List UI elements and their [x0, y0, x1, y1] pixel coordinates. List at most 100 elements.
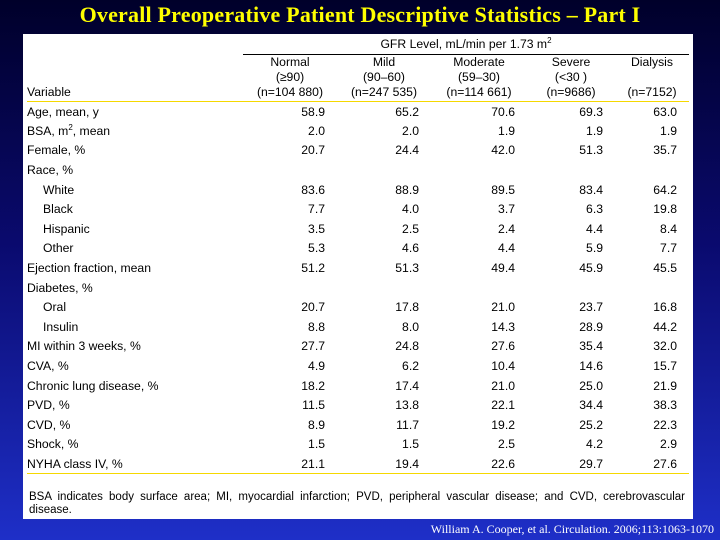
cell-value: 4.9 — [308, 359, 325, 374]
cell-value: 13.8 — [395, 398, 419, 413]
cell-value: 25.2 — [579, 417, 603, 432]
cell-value — [337, 278, 431, 298]
cell-value: 10.4 — [491, 359, 515, 374]
row-label: Race, % — [27, 160, 243, 180]
gfr-group-header: GFR Level, mL/min per 1.73 m2 — [243, 34, 689, 55]
cell-value: 27.7 — [301, 339, 325, 354]
cell-value: 7.7 — [660, 241, 677, 256]
cell-value: 6.3 — [586, 202, 603, 217]
table-row: Other 5.3 4.6 4.4 5.9 7.7 — [27, 239, 689, 259]
cell-value: 27.6 — [491, 339, 515, 354]
row-label: Age, mean, y — [27, 102, 243, 122]
cell-value — [243, 160, 337, 180]
row-label: Ejection fraction, mean — [27, 258, 243, 278]
cell-value: 51.3 — [395, 261, 419, 276]
row-label-text: Chronic lung disease, % — [27, 378, 159, 393]
column-header-name: Normal — [270, 55, 310, 69]
row-label: Female, % — [27, 141, 243, 161]
citation: William A. Cooper, et al. Circulation. 2… — [430, 522, 714, 536]
cell-value: 58.9 — [301, 104, 325, 119]
row-label: Shock, % — [27, 435, 243, 455]
row-label-text: PVD, % — [27, 398, 70, 413]
cell-value: 45.9 — [579, 261, 603, 276]
cell-value: 51.2 — [301, 261, 325, 276]
cell-value: 28.9 — [579, 319, 603, 334]
cell-value: 17.4 — [395, 378, 419, 393]
cell-value — [337, 160, 431, 180]
row-label-text: Diabetes, % — [27, 280, 93, 295]
cell-value: 1.9 — [660, 123, 677, 138]
column-header-mild: Mild (90–60) (n=247 535) — [337, 54, 431, 102]
cell-value: 2.5 — [402, 221, 419, 236]
cell-value: 45.5 — [653, 261, 677, 276]
cell-value: 5.9 — [586, 241, 603, 256]
cell-value: 19.8 — [653, 202, 677, 217]
table-row: PVD, % 11.5 13.8 22.1 34.4 38.3 — [27, 395, 689, 415]
cell-value: 1.9 — [498, 123, 515, 138]
cell-value: 44.2 — [653, 319, 677, 334]
row-label-text: Age, mean, y — [27, 104, 99, 119]
row-label: CVA, % — [27, 356, 243, 376]
statistics-table: GFR Level, mL/min per 1.73 m2 Variable N… — [27, 34, 689, 475]
cell-value: 23.7 — [579, 300, 603, 315]
gfr-group-header-sup: 2 — [547, 36, 552, 46]
row-label-text: White — [43, 182, 75, 197]
cell-value: 24.4 — [395, 143, 419, 158]
row-label-sup: 2 — [68, 123, 73, 133]
footnote: BSA indicates body surface area; MI, myo… — [29, 491, 685, 516]
column-header-normal: Normal (≥90) (n=104 880) — [243, 54, 337, 102]
cell-value: 70.6 — [491, 104, 515, 119]
cell-value: 32.0 — [653, 339, 677, 354]
row-label: Chronic lung disease, % — [27, 376, 243, 396]
column-header-moderate: Moderate (59–30) (n=114 661) — [431, 54, 527, 102]
table-row: MI within 3 weeks, % 27.7 24.8 27.6 35.4 32.0 — [27, 337, 689, 357]
row-label-text: Oral — [43, 300, 67, 315]
row-label-text: Hispanic — [43, 221, 90, 236]
table-row: Diabetes, % — [27, 278, 689, 298]
cell-value — [431, 278, 527, 298]
cell-value: 4.4 — [498, 241, 515, 256]
cell-value: 35.4 — [579, 339, 603, 354]
cell-value: 8.0 — [402, 319, 419, 334]
column-header-severe: Severe (<30 ) (n=9686) — [527, 54, 615, 102]
gfr-group-header-text: GFR Level, mL/min per 1.73 m — [380, 37, 548, 52]
cell-value: 1.5 — [402, 437, 419, 452]
cell-value: 34.4 — [579, 398, 603, 413]
cell-value: 65.2 — [395, 104, 419, 119]
row-label: BSA, m2, mean — [27, 121, 243, 141]
table-row: Female, % 20.7 24.4 42.0 51.3 35.7 — [27, 141, 689, 161]
table-row: Race, % — [27, 160, 689, 180]
cell-value: 5.3 — [308, 241, 325, 256]
cell-value: 51.3 — [579, 143, 603, 158]
row-label-text: Insulin — [43, 319, 79, 334]
table-row: Chronic lung disease, % 18.2 17.4 21.0 25.0 2… — [27, 376, 689, 396]
column-header-n: (n=9686) — [546, 85, 596, 99]
row-label: Insulin — [27, 317, 243, 337]
cell-value: 20.7 — [301, 300, 325, 315]
cell-value: 42.0 — [491, 143, 515, 158]
cell-value: 19.2 — [491, 417, 515, 432]
row-label: White — [27, 180, 243, 200]
row-label-text: Shock, % — [27, 437, 79, 452]
cell-value: 69.3 — [579, 104, 603, 119]
row-label: MI within 3 weeks, % — [27, 337, 243, 357]
row-label-text: Ejection fraction, mean — [27, 261, 151, 276]
row-label: Oral — [27, 297, 243, 317]
cell-value: 14.3 — [491, 319, 515, 334]
cell-value: 4.4 — [586, 221, 603, 236]
column-header-range: (<30 ) — [554, 70, 588, 84]
cell-value: 2.0 — [308, 123, 325, 138]
column-header-dialysis: Dialysis (n=7152) — [615, 54, 689, 102]
cell-value: 8.9 — [308, 417, 325, 432]
row-label: Hispanic — [27, 219, 243, 239]
table-row: Ejection fraction, mean 51.2 51.3 49.4 45.9 4… — [27, 258, 689, 278]
cell-value — [243, 278, 337, 298]
cell-value: 2.9 — [660, 437, 677, 452]
cell-value: 14.6 — [579, 359, 603, 374]
cell-value: 38.3 — [653, 398, 677, 413]
cell-value: 21.0 — [491, 378, 515, 393]
row-label: CVD, % — [27, 415, 243, 435]
table-row: Hispanic 3.5 2.5 2.4 4.4 8.4 — [27, 219, 689, 239]
cell-value — [527, 160, 615, 180]
row-label-text: Female, % — [27, 143, 86, 158]
